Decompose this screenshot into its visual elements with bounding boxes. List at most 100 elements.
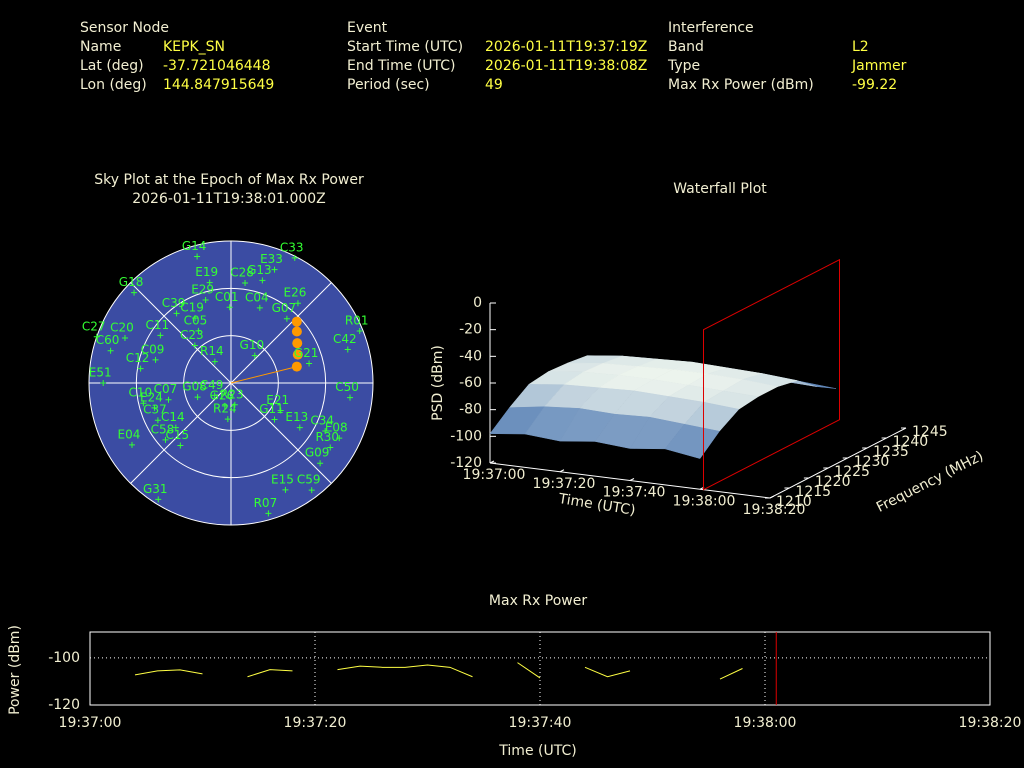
field-value: 144.847915649 bbox=[163, 77, 274, 93]
x-tick bbox=[629, 478, 635, 481]
satellite-marker bbox=[192, 315, 199, 322]
satellite-label: C59 bbox=[297, 473, 321, 487]
x-tick-label: 19:38:20 bbox=[959, 715, 1022, 731]
satellite-marker bbox=[336, 435, 343, 442]
field-label: Name bbox=[80, 39, 121, 55]
field-label: End Time (UTC) bbox=[347, 58, 455, 74]
x-tick bbox=[769, 495, 775, 499]
x-tick-label: 19:38:00 bbox=[673, 493, 736, 509]
x-axis-label: Time (UTC) bbox=[498, 743, 576, 759]
satellite-marker bbox=[356, 327, 363, 334]
x-tick-label: 19:37:40 bbox=[603, 485, 666, 501]
satellite-marker bbox=[224, 416, 231, 423]
satellite-marker bbox=[107, 347, 114, 354]
satellite-label: C27 bbox=[82, 319, 106, 333]
satellite-label: C14 bbox=[161, 410, 185, 424]
chart-subtitle: 2026-01-11T19:38:01.000Z bbox=[132, 191, 326, 207]
satellite-label: E29 bbox=[191, 283, 214, 297]
satellite-label: E15 bbox=[271, 472, 294, 486]
satellite-marker bbox=[306, 360, 313, 367]
satellite-label: C39 bbox=[162, 296, 186, 310]
satellite-label: G18 bbox=[119, 275, 144, 289]
field-label: Lat (deg) bbox=[80, 58, 144, 74]
satellite-marker bbox=[242, 280, 249, 287]
y-tick-label: 1240 bbox=[893, 434, 929, 450]
power-line bbox=[134, 662, 743, 680]
field-label: Type bbox=[667, 58, 700, 74]
z-tick-label: 0 bbox=[473, 295, 482, 311]
field-label: Start Time (UTC) bbox=[347, 39, 463, 55]
x-tick-label: 19:37:00 bbox=[463, 467, 526, 483]
chart-title: Max Rx Power bbox=[489, 593, 587, 609]
satellite-label: E51 bbox=[89, 366, 112, 380]
satellite-label: R30 bbox=[315, 430, 339, 444]
x-tick-label: 19:37:40 bbox=[509, 715, 572, 731]
satellite-marker bbox=[140, 400, 147, 407]
satellite-marker bbox=[202, 297, 209, 304]
y-tick-label: -100 bbox=[48, 650, 80, 666]
satellite-marker bbox=[317, 460, 324, 467]
y-axis-label: Power (dBm) bbox=[7, 625, 23, 715]
satellite-marker bbox=[294, 300, 301, 307]
satellite-marker bbox=[231, 401, 238, 408]
satellite-marker bbox=[131, 289, 138, 296]
track-point bbox=[291, 326, 302, 337]
satellite-label: E13 bbox=[285, 410, 308, 424]
satellite-marker bbox=[251, 352, 258, 359]
satellite-label: C49 bbox=[200, 378, 224, 392]
z-tick-label: -120 bbox=[450, 455, 482, 471]
satellite-marker bbox=[151, 404, 158, 411]
satellite-label: G11 bbox=[259, 402, 284, 416]
satellite-marker bbox=[271, 266, 278, 273]
satellite-marker bbox=[206, 279, 213, 286]
x-tick bbox=[559, 469, 565, 473]
satellite-marker bbox=[211, 358, 218, 365]
satellite-marker bbox=[128, 441, 135, 448]
satellite-label: C05 bbox=[184, 313, 208, 327]
z-tick-label: -20 bbox=[459, 322, 482, 338]
satellite-label: G07 bbox=[272, 301, 297, 315]
satellite-label: C50 bbox=[335, 380, 359, 394]
section-title: Interference bbox=[668, 20, 754, 36]
y-tick-label: 1225 bbox=[834, 464, 870, 480]
y-tick-label: 1210 bbox=[776, 494, 812, 510]
field-label: Lon (deg) bbox=[80, 77, 147, 93]
section-title: Sensor Node bbox=[80, 20, 169, 36]
satellite-marker bbox=[291, 254, 298, 261]
satellite-label: G21 bbox=[294, 346, 319, 360]
azimuth-line bbox=[230, 282, 332, 384]
satellite-label: C37 bbox=[143, 403, 167, 417]
satellite-label: R14 bbox=[200, 344, 224, 358]
y-tick-label: 1235 bbox=[873, 444, 909, 460]
satellite-label: E04 bbox=[118, 427, 141, 441]
track-point bbox=[291, 316, 302, 327]
satellite-marker bbox=[177, 442, 184, 449]
y-tick-label: 1230 bbox=[854, 454, 890, 470]
satellite-label: C19 bbox=[180, 301, 204, 315]
satellite-label: C09 bbox=[141, 342, 165, 356]
field-label: Band bbox=[668, 39, 704, 55]
satellite-marker bbox=[152, 356, 159, 363]
epoch-plane bbox=[703, 258, 840, 491]
satellite-label: C01 bbox=[215, 290, 239, 304]
y-tick-label: -120 bbox=[48, 697, 80, 713]
satellite-marker bbox=[283, 315, 290, 322]
satellite-marker bbox=[256, 304, 263, 311]
z-tick-label: -100 bbox=[450, 428, 482, 444]
satellite-marker bbox=[154, 417, 161, 424]
satellite-marker bbox=[265, 510, 272, 517]
satellite-marker bbox=[162, 436, 169, 443]
satellite-marker bbox=[100, 380, 107, 386]
satellite-marker bbox=[308, 487, 315, 494]
satellite-marker bbox=[327, 444, 334, 451]
satellite-marker bbox=[259, 277, 266, 284]
satellite-label: R07 bbox=[254, 496, 278, 510]
satellite-label: R24 bbox=[213, 402, 237, 416]
satellite-marker bbox=[347, 394, 354, 401]
z-axis-label: PSD (dBm) bbox=[430, 345, 446, 421]
satellite-label: G14 bbox=[182, 239, 207, 253]
satellite-marker bbox=[226, 304, 233, 311]
satellite-label: G09 bbox=[305, 446, 330, 460]
